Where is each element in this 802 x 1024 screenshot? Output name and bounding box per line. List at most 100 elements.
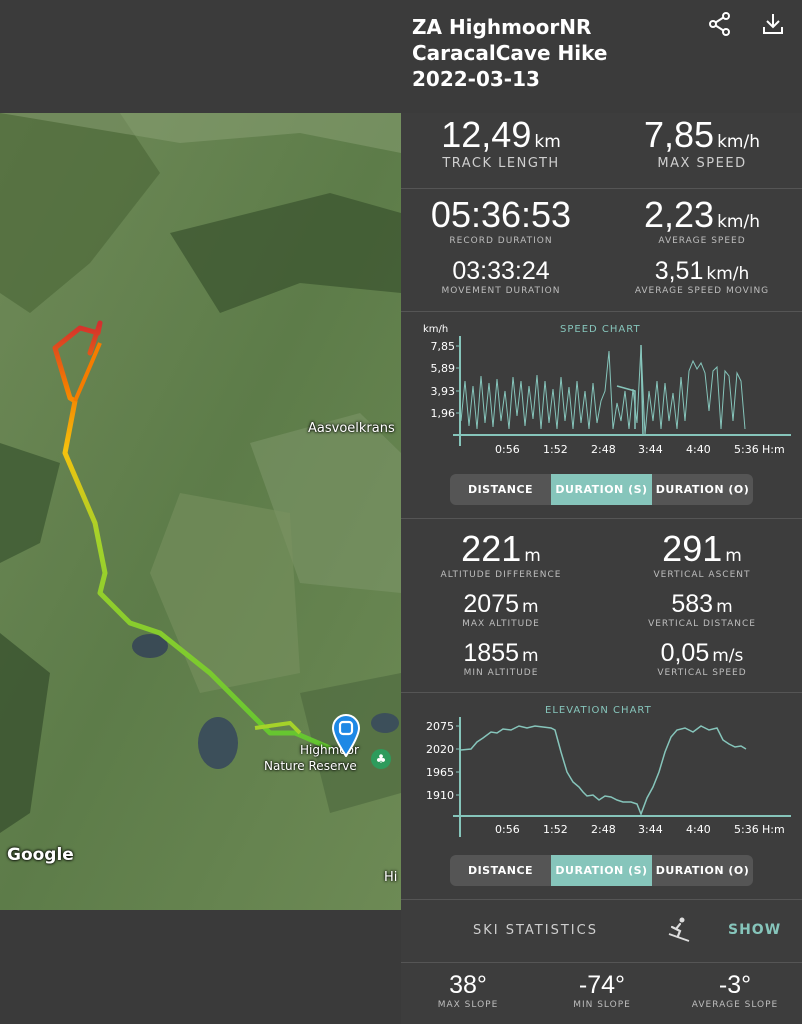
vertical-speed-stat: 0,05 m/s VERTICAL SPEED [602, 639, 802, 678]
average-speed-moving-stat: 3,51 km/h AVERAGE SPEED MOVING [602, 257, 802, 296]
elevation-y-tick: 2020 [426, 743, 454, 756]
vertical-distance-label: VERTICAL DISTANCE [648, 619, 756, 629]
max-speed-label: MAX SPEED [657, 156, 747, 171]
satellite-terrain [0, 113, 401, 910]
vertical-distance-stat: 583 m VERTICAL DISTANCE [602, 590, 802, 629]
min-altitude-stat: 1855 m MIN ALTITUDE [401, 639, 601, 678]
ski-statistics-label: SKI STATISTICS [473, 923, 598, 938]
speed-x-tick: 5:36 [734, 443, 759, 456]
max-altitude-value: 2075 [463, 590, 520, 618]
google-logo: Google [7, 845, 74, 865]
average-slope-value: -3° [718, 971, 752, 999]
max-slope-value: 38° [449, 971, 487, 999]
min-slope-label: MIN SLOPE [573, 1000, 631, 1010]
elevation-x-tick: 0:56 [495, 823, 520, 836]
max-slope-stat: 38° MAX SLOPE [401, 971, 535, 1010]
divider [401, 188, 802, 189]
place-label-nature-reserve: Nature Reserve [264, 759, 357, 773]
share-icon[interactable] [706, 10, 734, 38]
min-altitude-label: MIN ALTITUDE [463, 668, 539, 678]
speed-x-tick: 3:44 [638, 443, 663, 456]
max-speed-stat: 7,85 km/h MAX SPEED [612, 114, 792, 171]
toggle-duration-o[interactable]: DURATION (O) [655, 483, 750, 496]
average-speed-stat: 2,23 km/h AVERAGE SPEED [602, 194, 802, 246]
speed-chart-y-unit: km/h [423, 324, 449, 335]
elevation-x-tick: 1:52 [543, 823, 568, 836]
track-map[interactable]: Aasvoelkrans Highmoor Nature Reserve ♣ H… [0, 113, 401, 910]
speed-chart-title: SPEED CHART [560, 324, 641, 335]
max-speed-value: 7,85 [644, 114, 715, 155]
vertical-ascent-value: 291 [662, 528, 723, 569]
average-speed-moving-unit: km/h [706, 264, 750, 284]
page-title: ZA HighmoorNR CaracalCave Hike 2022-03-1… [412, 15, 608, 91]
vertical-ascent-label: VERTICAL ASCENT [653, 570, 751, 580]
altitude-difference-value: 221 [461, 528, 522, 569]
divider [401, 899, 802, 900]
elevation-x-unit: H:m [762, 823, 785, 836]
altitude-difference-unit: m [524, 546, 541, 566]
elevation-x-tick: 4:40 [686, 823, 711, 836]
track-length-stat: 12,49 km TRACK LENGTH [411, 114, 591, 171]
app-header: ZA HighmoorNR CaracalCave Hike 2022-03-1… [0, 0, 802, 113]
speed-x-unit: H:m [762, 443, 785, 456]
divider [401, 962, 802, 963]
vertical-ascent-stat: 291 m VERTICAL ASCENT [602, 528, 802, 580]
min-altitude-value: 1855 [463, 639, 520, 667]
elevation-y-tick: 1965 [426, 766, 454, 779]
speed-x-tick: 2:48 [591, 443, 616, 456]
record-duration-label: RECORD DURATION [449, 236, 553, 246]
average-speed-moving-label: AVERAGE SPEED MOVING [634, 286, 770, 296]
speed-y-tick: 1,96 [430, 407, 456, 420]
vertical-speed-unit: m/s [712, 646, 744, 666]
divider [401, 692, 802, 693]
toggle-duration-o[interactable]: DURATION (O) [655, 864, 750, 877]
average-speed-moving-value: 3,51 [654, 257, 704, 285]
divider [401, 311, 802, 312]
movement-duration-value: 03:33:24 [452, 257, 550, 285]
toggle-duration-s[interactable]: DURATION (S) [551, 474, 652, 505]
track-length-unit: km [534, 132, 561, 152]
divider [401, 518, 802, 519]
average-speed-label: AVERAGE SPEED [658, 236, 746, 246]
speed-y-tick: 3,93 [430, 385, 456, 398]
min-slope-stat: -74° MIN SLOPE [535, 971, 669, 1010]
map-bottom-area [0, 910, 401, 1024]
track-length-label: TRACK LENGTH [442, 156, 560, 171]
movement-duration-label: MOVEMENT DURATION [441, 286, 561, 296]
average-slope-stat: -3° AVERAGE SLOPE [668, 971, 802, 1010]
max-speed-unit: km/h [717, 132, 760, 152]
max-altitude-label: MAX ALTITUDE [462, 619, 540, 629]
max-slope-label: MAX SLOPE [437, 1000, 499, 1010]
average-speed-unit: km/h [717, 212, 760, 232]
max-altitude-unit: m [522, 597, 539, 617]
record-duration-stat: 05:36:53 RECORD DURATION [401, 194, 601, 246]
toggle-duration-s[interactable]: DURATION (S) [551, 855, 652, 886]
speed-y-tick: 7,85 [430, 340, 456, 353]
track-length-value: 12,49 [441, 114, 532, 155]
elevation-x-tick: 3:44 [638, 823, 663, 836]
elevation-chart-mode-toggle: DISTANCE DURATION (S) DURATION (O) [450, 855, 753, 886]
elevation-chart[interactable] [401, 692, 802, 842]
speed-chart[interactable] [401, 311, 802, 461]
vertical-distance-value: 583 [671, 590, 714, 618]
place-label-hi: Hi [384, 870, 398, 885]
movement-duration-stat: 03:33:24 MOVEMENT DURATION [401, 257, 601, 296]
vertical-distance-unit: m [716, 597, 733, 617]
elevation-x-tick: 2:48 [591, 823, 616, 836]
speed-y-tick: 5,89 [430, 362, 456, 375]
toggle-distance[interactable]: DISTANCE [467, 483, 534, 496]
speed-chart-mode-toggle: DISTANCE DURATION (S) DURATION (O) [450, 474, 753, 505]
vertical-speed-value: 0,05 [660, 639, 710, 667]
toggle-distance[interactable]: DISTANCE [467, 864, 534, 877]
location-pin-icon[interactable] [331, 713, 361, 761]
elevation-chart-title: ELEVATION CHART [545, 705, 652, 716]
speed-x-tick: 1:52 [543, 443, 568, 456]
skier-icon [666, 916, 692, 946]
speed-x-tick: 0:56 [495, 443, 520, 456]
download-icon[interactable] [759, 10, 787, 38]
ski-show-button[interactable]: SHOW [728, 922, 782, 938]
speed-x-tick: 4:40 [686, 443, 711, 456]
altitude-difference-label: ALTITUDE DIFFERENCE [440, 570, 562, 580]
place-label-aasvoelkrans: Aasvoelkrans [308, 421, 395, 436]
park-icon: ♣ [371, 749, 391, 769]
